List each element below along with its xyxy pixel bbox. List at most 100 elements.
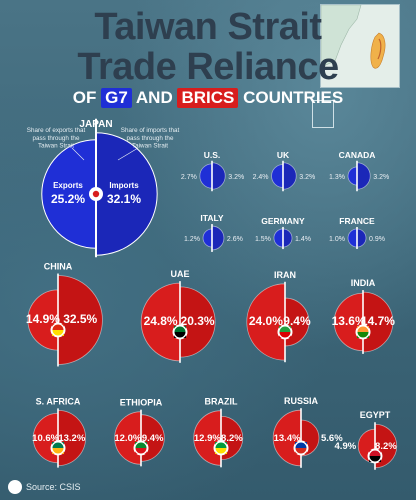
country-bubble-ethiopia: ETHIOPIA 12.0% 9.4% xyxy=(114,398,165,467)
uae-exports-half xyxy=(140,282,181,362)
publisher-logo-icon xyxy=(8,480,22,494)
iran-exports-half xyxy=(246,283,286,361)
japan-imports-half xyxy=(95,132,158,256)
japan-name-label: JAPAN xyxy=(79,119,112,130)
taiwan-locator-svg xyxy=(321,5,386,69)
brazil-exports-value: 12.9% xyxy=(194,433,221,444)
japan-flag-dot xyxy=(92,190,100,198)
italy-exports-value: 1.2% xyxy=(184,236,200,243)
uae-imports-half xyxy=(179,286,216,358)
canada-exports-half xyxy=(347,166,358,186)
japan-exports-value: 25.2% xyxy=(51,192,85,206)
exports-legend-pointer xyxy=(71,147,85,161)
italy-exports-half xyxy=(202,228,213,248)
s-africa-name-label: S. AFRICA xyxy=(36,396,81,406)
germany-imports-half xyxy=(282,228,293,248)
uae-exports-value: 24.8% xyxy=(144,314,178,328)
country-bubble-china: CHINA 14.9% 32.5% xyxy=(26,262,103,367)
japan-exports-series-label: Exports xyxy=(53,181,83,190)
exports-legend-note: Share of exports that pass through the Tai… xyxy=(27,127,86,150)
china-imports-half xyxy=(57,275,103,365)
u-s-name-label: U.S. xyxy=(204,150,221,160)
brazil-name-label: BRAZIL xyxy=(205,397,238,407)
germany-exports-value: 1.5% xyxy=(255,236,271,243)
uae-imports-value: 20.3% xyxy=(181,314,215,328)
subtitle-prefix: OF xyxy=(72,88,97,107)
china-exports-half xyxy=(27,289,59,351)
germany-imports-value: 1.4% xyxy=(295,236,311,243)
country-bubble-russia: RUSSIA 13.4% 5.6% xyxy=(272,396,343,468)
india-imports-value: 14.7% xyxy=(361,314,395,328)
s-africa-flag-icon xyxy=(50,440,66,456)
country-bubble-uae: UAE 24.8% 20.3% xyxy=(140,269,216,363)
germany-exports-half xyxy=(273,228,284,248)
iran-flag-icon xyxy=(277,324,293,340)
russia-imports-value: 5.6% xyxy=(321,433,343,444)
india-flag-icon xyxy=(355,324,371,340)
japan-imports-series-label: Imports xyxy=(109,181,139,190)
france-imports-value: 0.9% xyxy=(369,236,385,243)
country-bubble-egypt: EGYPT 4.9% 8.2% xyxy=(335,410,397,470)
egypt-flag-icon xyxy=(367,448,383,464)
title-line-1: Taiwan Strait xyxy=(94,6,322,48)
china-imports-value: 32.5% xyxy=(63,312,97,326)
uae-name-label: UAE xyxy=(170,269,189,279)
iran-imports-value: 9.4% xyxy=(283,314,311,328)
country-bubble-s-africa: S. AFRICA 10.6% 13.2% xyxy=(32,396,86,468)
imports-legend-note: Share of imports that pass through the Tai… xyxy=(121,127,180,150)
country-bubble-u-s: U.S. 2.7% 3.2% xyxy=(181,150,244,192)
egypt-imports-value: 8.2% xyxy=(375,441,397,452)
title-line-2: Trade Reliance xyxy=(77,46,339,88)
italy-imports-half xyxy=(211,225,225,251)
russia-flag-icon xyxy=(293,440,309,456)
canada-exports-value: 1.3% xyxy=(329,174,345,181)
country-bubble-iran: IRAN 24.0% 9.4% xyxy=(246,270,311,363)
u-s-imports-value: 3.2% xyxy=(228,174,244,181)
uk-name-label: UK xyxy=(277,150,290,160)
canada-name-label: CANADA xyxy=(339,150,376,160)
strait-inset-marker xyxy=(312,100,334,128)
france-exports-value: 1.0% xyxy=(329,236,345,243)
egypt-name-label: EGYPT xyxy=(360,410,391,420)
country-bubble-canada: CANADA 1.3% 3.2% xyxy=(329,150,389,192)
germany-name-label: GERMANY xyxy=(261,216,305,226)
subtitle: OF G7 AND BRICS COUNTRIES xyxy=(0,88,416,108)
china-exports-value: 14.9% xyxy=(26,312,60,326)
canada-imports-half xyxy=(356,162,371,190)
italy-imports-value: 2.6% xyxy=(227,236,243,243)
subtitle-suffix: COUNTRIES xyxy=(243,88,344,107)
egypt-exports-value: 4.9% xyxy=(335,441,357,452)
uk-imports-half xyxy=(282,162,297,190)
subtitle-and: AND xyxy=(135,88,173,107)
russia-exports-half xyxy=(272,409,302,467)
russia-name-label: RUSSIA xyxy=(284,396,319,406)
uk-exports-half xyxy=(271,164,284,188)
ethiopia-exports-value: 12.0% xyxy=(114,433,141,444)
france-name-label: FRANCE xyxy=(339,216,375,226)
ethiopia-flag-icon xyxy=(133,440,149,456)
france-exports-half xyxy=(347,228,358,248)
india-imports-half xyxy=(362,291,394,353)
s-africa-exports-value: 10.6% xyxy=(32,433,59,444)
uae-flag-icon xyxy=(172,324,188,340)
brazil-exports-half xyxy=(193,410,222,466)
brazil-flag-icon xyxy=(213,440,229,456)
country-bubble-japan: JAPAN Exports Imports 25.2% 32.1% Share of ex… xyxy=(27,118,180,258)
s-africa-imports-value: 13.2% xyxy=(58,433,85,444)
france-imports-half xyxy=(356,228,367,248)
ethiopia-imports-value: 9.4% xyxy=(142,433,164,444)
iran-name-label: IRAN xyxy=(274,270,296,280)
japan-exports-half xyxy=(41,139,97,249)
u-s-exports-half xyxy=(199,163,213,189)
brics-tag: BRICS xyxy=(177,88,239,108)
ethiopia-name-label: ETHIOPIA xyxy=(120,398,163,408)
country-bubble-italy: ITALY 1.2% 2.6% xyxy=(184,213,243,252)
taiwan-locator-map xyxy=(320,4,400,88)
india-name-label: INDIA xyxy=(351,278,376,288)
source-text: Source: CSIS xyxy=(26,482,81,492)
iran-exports-value: 24.0% xyxy=(249,314,283,328)
g7-tag: G7 xyxy=(101,88,132,108)
italy-name-label: ITALY xyxy=(200,213,223,223)
